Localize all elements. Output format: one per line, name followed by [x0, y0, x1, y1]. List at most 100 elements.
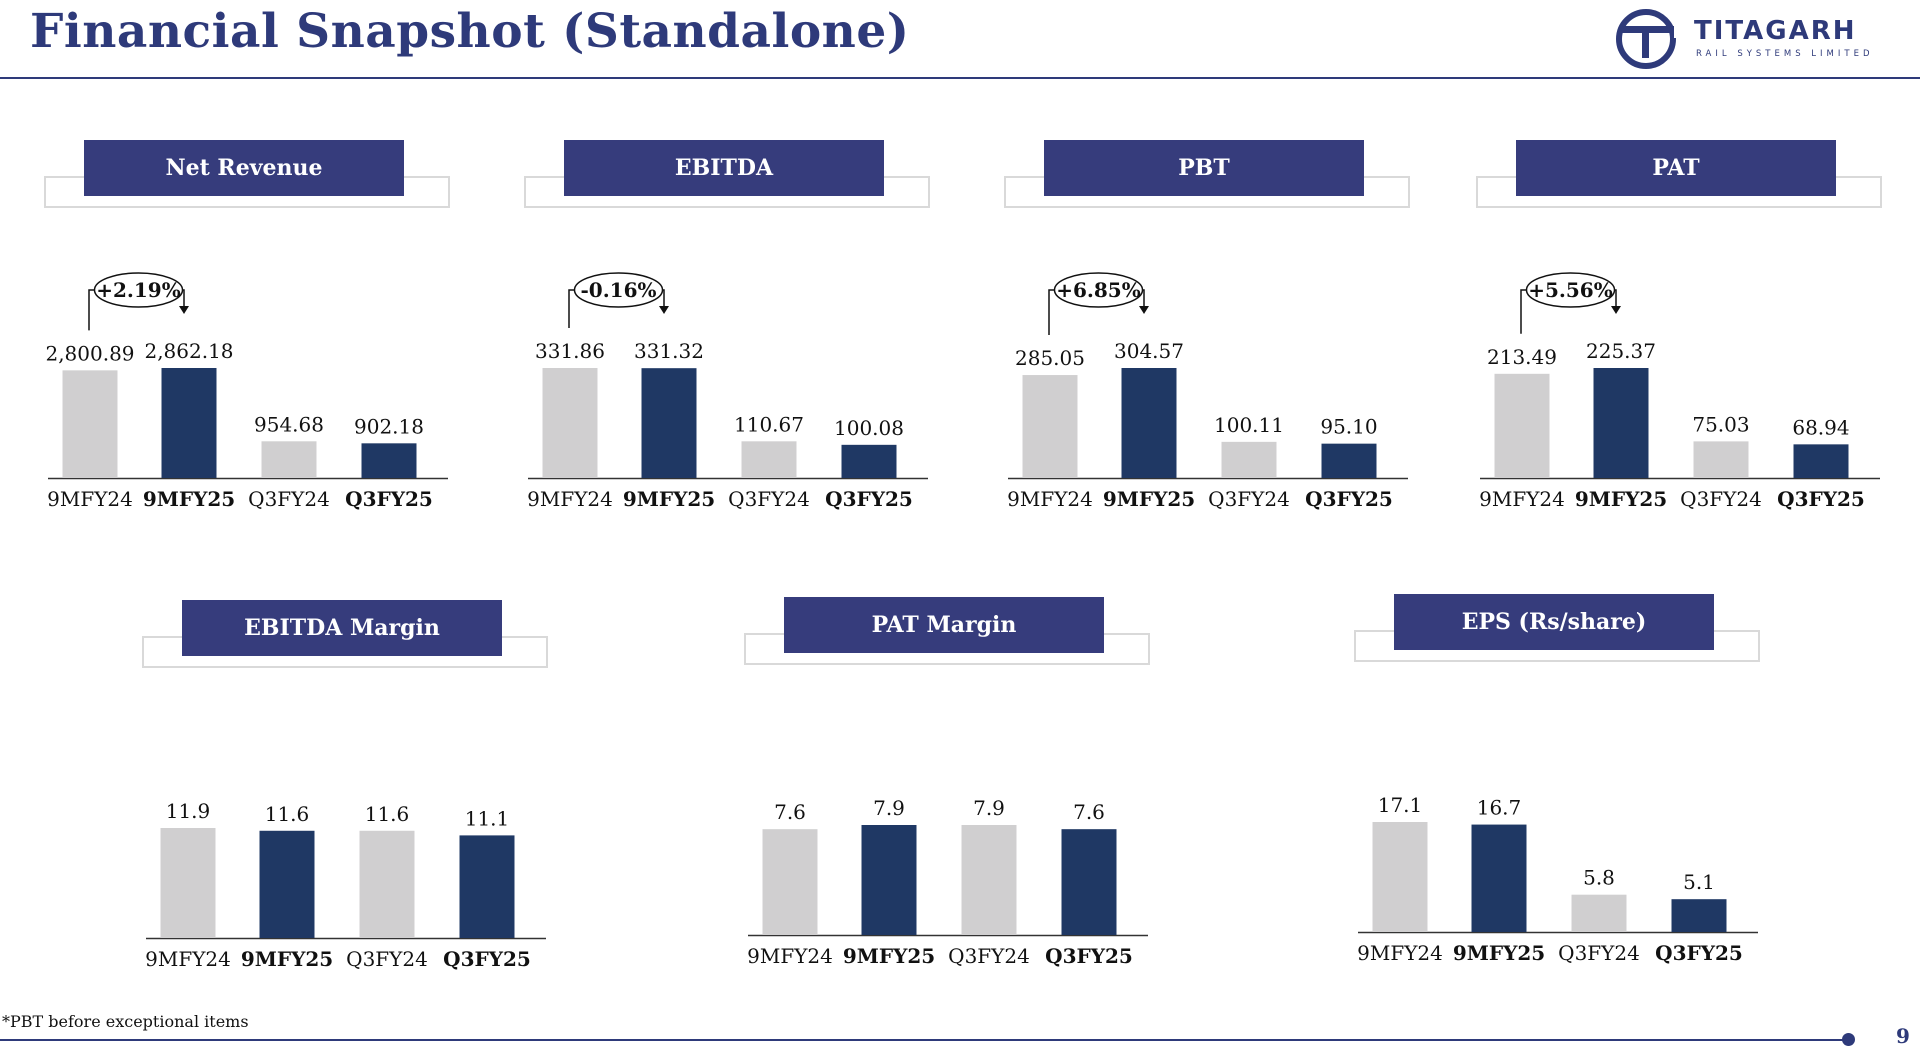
growth-badge — [1525, 272, 1616, 308]
data-label: 2,862.18 — [144, 339, 233, 363]
bar-q3fy24 — [1571, 894, 1627, 932]
chart-panel-ebitda: EBITDA 331.86 9MFY24 331.32 9MFY25 110.67 Q3F… — [520, 138, 940, 518]
pat-margin-chart: 7.6 9MFY24 7.9 9MFY25 7.9 Q3FY24 7.6 Q3FY25 — [747, 796, 1148, 968]
bar-q3fy25 — [361, 443, 417, 478]
category-tick-label: Q3FY24 — [1680, 487, 1762, 511]
category-tick-label: 9MFY25 — [143, 487, 235, 511]
bar-q3fy25 — [841, 444, 897, 478]
footer-divider — [0, 1039, 1848, 1041]
category-tick-label: 9MFY25 — [843, 944, 935, 968]
ebitda-chart: 331.86 9MFY24 331.32 9MFY25 110.67 Q3FY24 100.… — [527, 272, 928, 511]
titagarh-logo-icon — [1616, 9, 1684, 69]
bar-q3fy24 — [961, 825, 1017, 935]
bar-q3fy25 — [1793, 444, 1849, 478]
bar-q3fy24 — [1221, 441, 1277, 478]
data-label: 11.9 — [166, 799, 211, 823]
page-number: 9 — [1896, 1024, 1910, 1048]
chart-panel-eps: EPS (Rs/share) 17.1 9MFY24 16.7 9MFY25 5.8 Q3… — [1350, 592, 1770, 972]
bar-9mfy24 — [1372, 822, 1428, 932]
growth-arrowhead — [179, 306, 189, 314]
bar-9mfy25 — [1593, 368, 1649, 478]
data-label: 5.1 — [1683, 870, 1715, 894]
growth-badge — [93, 272, 184, 308]
footer-dot — [1842, 1033, 1855, 1046]
data-label: 304.57 — [1114, 339, 1184, 363]
data-label: 68.94 — [1792, 415, 1849, 439]
data-label: 11.1 — [465, 806, 510, 830]
chart-panel-pbt: PBT 285.05 9MFY24 304.57 9MFY25 100.11 Q3FY24… — [1000, 138, 1420, 518]
bar-q3fy24 — [1693, 441, 1749, 478]
category-tick-label: 9MFY25 — [1453, 941, 1545, 965]
growth-arrowhead — [659, 306, 669, 314]
ebitda-margin-chart: 11.9 9MFY24 11.6 9MFY25 11.6 Q3FY24 11.1 Q3FY25 — [145, 799, 546, 971]
category-tick-label: Q3FY25 — [1305, 487, 1393, 511]
data-label: 11.6 — [265, 802, 310, 826]
growth-arrowhead — [1611, 306, 1621, 314]
growth-annotation: +5.56% — [1520, 272, 1621, 334]
data-label: 2,800.89 — [45, 341, 134, 365]
chart-header: EPS (Rs/share) — [1394, 594, 1714, 650]
category-tick-label: 9MFY24 — [47, 487, 133, 511]
bar-9mfy24 — [62, 370, 118, 478]
chart-panel-net-revenue: Net Revenue 2,800.89 9MFY24 2,862.18 9MFY25… — [40, 138, 460, 518]
growth-annotation: -0.16% — [568, 272, 669, 328]
data-label: 100.08 — [834, 416, 904, 440]
data-label: 11.6 — [365, 802, 410, 826]
category-tick-label: 9MFY24 — [1479, 487, 1565, 511]
growth-label: -0.16% — [580, 278, 656, 302]
chart-panel-ebitda-margin: EBITDA Margin 11.9 9MFY24 11.6 9MFY25 11.6 Q3… — [138, 598, 558, 978]
data-label: 16.7 — [1477, 796, 1522, 820]
chart-header: EBITDA Margin — [182, 600, 502, 656]
eps-chart: 17.1 9MFY24 16.7 9MFY25 5.8 Q3FY24 5.1 Q3FY25 — [1357, 793, 1758, 965]
header-divider — [0, 77, 1920, 79]
data-label: 7.6 — [1073, 800, 1105, 824]
category-tick-label: 9MFY24 — [747, 944, 833, 968]
data-label: 225.37 — [1586, 339, 1656, 363]
pat-chart: 213.49 9MFY24 225.37 9MFY25 75.03 Q3FY24 68.94… — [1479, 272, 1880, 511]
category-tick-label: Q3FY24 — [1208, 487, 1290, 511]
bar-q3fy24 — [261, 441, 317, 478]
growth-label: +5.56% — [1528, 278, 1612, 302]
bar-9mfy24 — [762, 829, 818, 935]
category-tick-label: 9MFY24 — [527, 487, 613, 511]
net-revenue-chart: 2,800.89 9MFY24 2,862.18 9MFY25 954.68 Q3FY24… — [45, 272, 448, 511]
data-label: 95.10 — [1320, 415, 1377, 439]
growth-label: +6.85% — [1056, 278, 1140, 302]
data-label: 285.05 — [1015, 346, 1085, 370]
bar-9mfy25 — [1121, 368, 1177, 478]
bar-9mfy25 — [1471, 824, 1527, 932]
data-label: 954.68 — [254, 412, 324, 436]
category-tick-label: Q3FY24 — [948, 944, 1030, 968]
chart-panel-pat: PAT 213.49 9MFY24 225.37 9MFY25 75.03 Q3FY24 6… — [1472, 138, 1892, 518]
category-tick-label: 9MFY24 — [145, 947, 231, 971]
bar-9mfy24 — [542, 368, 598, 478]
data-label: 17.1 — [1378, 793, 1423, 817]
category-tick-label: 9MFY25 — [241, 947, 333, 971]
category-tick-label: Q3FY25 — [1777, 487, 1865, 511]
page-title: Financial Snapshot (Standalone) — [30, 4, 910, 59]
bar-q3fy25 — [1671, 899, 1727, 932]
growth-arrowhead — [1139, 306, 1149, 314]
chart-header: PAT Margin — [784, 597, 1104, 653]
bar-9mfy24 — [1022, 375, 1078, 478]
data-label: 75.03 — [1692, 412, 1749, 436]
bar-q3fy24 — [359, 830, 415, 938]
data-label: 110.67 — [734, 412, 804, 436]
growth-annotation: +6.85% — [1048, 272, 1149, 336]
category-tick-label: 9MFY24 — [1357, 941, 1443, 965]
category-tick-label: Q3FY24 — [1558, 941, 1640, 965]
category-tick-label: Q3FY25 — [443, 947, 531, 971]
category-tick-label: Q3FY25 — [1045, 944, 1133, 968]
bar-9mfy25 — [641, 368, 697, 478]
growth-badge — [1053, 272, 1144, 308]
growth-label: +2.19% — [96, 278, 180, 302]
bar-9mfy25 — [861, 825, 917, 935]
bar-9mfy24 — [1494, 373, 1550, 478]
data-label: 5.8 — [1583, 866, 1615, 890]
growth-annotation: +2.19% — [88, 272, 189, 331]
bar-q3fy25 — [1321, 443, 1377, 478]
category-tick-label: 9MFY25 — [1103, 487, 1195, 511]
chart-header: PAT — [1516, 140, 1836, 196]
footnote: *PBT before exceptional items — [2, 1012, 249, 1031]
chart-panel-pat-margin: PAT Margin 7.6 9MFY24 7.9 9MFY25 7.9 Q3FY24 7.… — [740, 595, 1160, 975]
